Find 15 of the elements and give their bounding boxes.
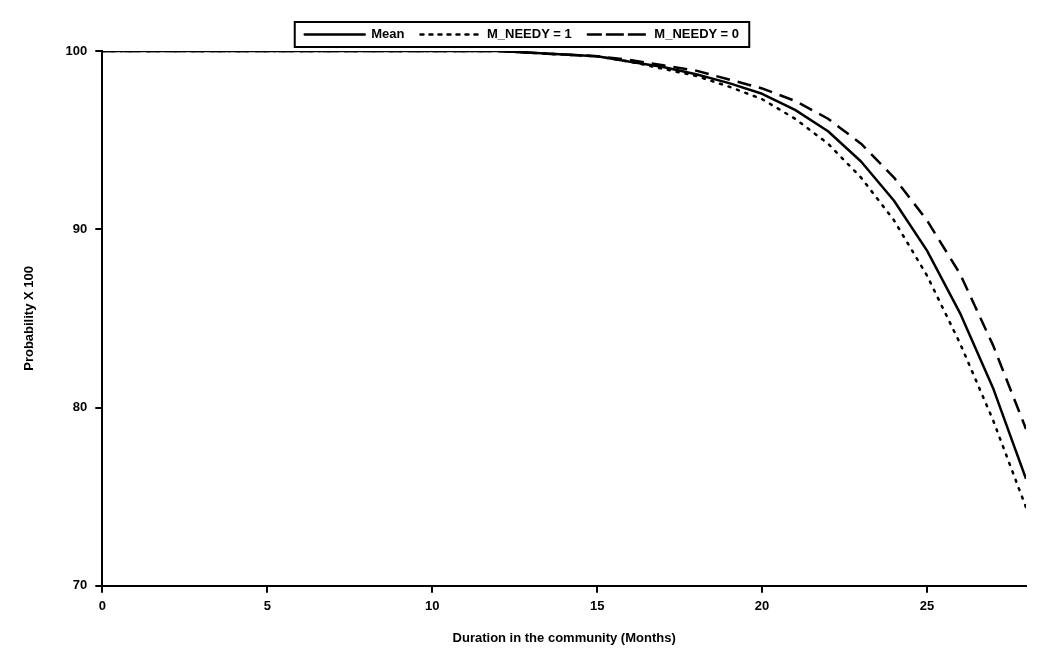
x-tick-label: 10: [424, 598, 440, 614]
y-axis-title: Probability X 100: [21, 266, 37, 371]
y-tick-label: 100: [65, 42, 88, 58]
x-tick-label: 0: [98, 598, 106, 614]
legend-label: M_NEEDY = 0: [654, 26, 740, 42]
y-tick-label: 90: [72, 220, 88, 236]
x-tick-label: 5: [263, 598, 271, 614]
y-tick-label: 70: [72, 577, 88, 593]
legend-label: Mean: [371, 26, 405, 42]
x-axis-title: Duration in the community (Months): [452, 629, 676, 645]
legend-label: M_NEEDY = 1: [486, 26, 572, 42]
x-tick-label: 20: [754, 598, 770, 614]
y-tick-label: 80: [72, 399, 88, 415]
x-tick-label: 15: [589, 598, 605, 614]
x-tick-label: 25: [919, 598, 935, 614]
